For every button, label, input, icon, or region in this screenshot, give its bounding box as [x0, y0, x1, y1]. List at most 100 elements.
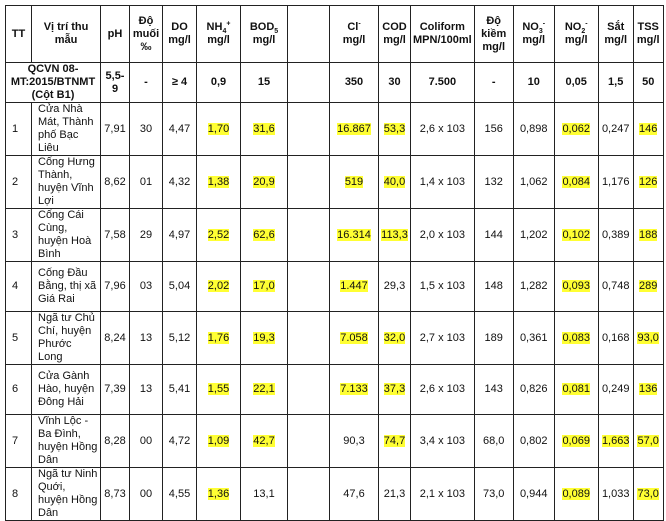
cell-value: 0,944 — [519, 487, 548, 500]
table-cell: 20,9 — [240, 155, 288, 209]
table-cell: 0,249 — [597, 364, 634, 415]
table-cell: 148 — [473, 261, 514, 312]
highlighted-value: 0,093 — [562, 280, 590, 292]
header-unit: mg/l — [636, 34, 660, 46]
table-cell: 21,3 — [378, 467, 411, 521]
header-unit: mg/l — [564, 34, 588, 46]
column-header: NO3- mg/l — [512, 5, 555, 63]
table-row: 8 Ngã tư Ninh Quới, huyện Hồng Dân 8,73 00 4… — [5, 467, 664, 521]
cell-value: 156 — [484, 122, 503, 135]
sampling-location: Ngã tư Ninh Quới, huyện Hồng Dân — [31, 467, 101, 521]
table-cell: 2,0 x 103 — [410, 208, 475, 262]
cell-value: 4,97 — [168, 228, 191, 241]
cell-value: 13 — [139, 331, 153, 344]
table-cell — [287, 155, 330, 209]
table-cell: 00 — [129, 414, 163, 468]
table-cell: 2,1 x 103 — [410, 467, 475, 521]
highlighted-value: 93,0 — [637, 331, 659, 344]
table-cell: 188 — [632, 208, 664, 262]
table-cell: 0,389 — [597, 208, 634, 262]
table-cell: 0,944 — [512, 467, 555, 521]
cell-value: 8,62 — [104, 175, 126, 188]
table-cell: 68,0 — [473, 414, 514, 468]
table-cell: 57,0 — [632, 414, 664, 468]
header-label: COD — [382, 21, 407, 33]
table-cell: 17,0 — [240, 261, 288, 312]
table-cell: 113,3 — [378, 208, 411, 262]
cell-value: 132 — [484, 175, 503, 188]
table-cell: 146 — [632, 102, 664, 156]
table-cell: 16.867 — [329, 102, 379, 156]
cell-value: 8,28 — [104, 434, 126, 447]
cell-value: 03 — [139, 280, 153, 292]
highlighted-value: 289 — [639, 280, 658, 292]
table-cell: 2,52 — [196, 208, 241, 262]
row-number: 8 — [5, 467, 32, 521]
cell-value: 1,062 — [519, 175, 548, 188]
table-cell: 31,6 — [240, 102, 288, 156]
highlighted-value: 73,0 — [637, 487, 659, 500]
header-label: Cl — [347, 21, 359, 33]
table-cell: 42,7 — [240, 414, 288, 468]
table-cell: 16.314 — [329, 208, 379, 262]
cell-value: 13 — [139, 383, 153, 395]
header-unit: mg/l — [522, 34, 546, 46]
standard-value: 30 — [378, 62, 411, 103]
column-header: NO2- mg/l — [553, 5, 599, 63]
table-cell — [287, 102, 330, 156]
cell-value: 7,96 — [104, 280, 126, 292]
cell-value: 00 — [139, 434, 153, 447]
table-row: 5 Ngã tư Chủ Chí, huyện Phước Long 8,24 13 5… — [5, 311, 664, 365]
table-row: 2 Cống Hưng Thành, huyện Vĩnh Lợi 8,62 01 4,… — [5, 155, 664, 209]
table-cell: 4,47 — [162, 102, 197, 156]
table-cell: 7,39 — [100, 364, 130, 415]
header-label: TT — [11, 27, 26, 40]
cell-value: 2,7 x 103 — [419, 331, 465, 344]
header-superscript: + — [226, 20, 231, 28]
highlighted-value: 1.447 — [340, 280, 368, 292]
table-cell: 03 — [129, 261, 163, 312]
highlighted-value: 20,9 — [253, 175, 275, 188]
table-cell — [287, 208, 330, 262]
header-unit: MPN/100ml — [413, 34, 472, 46]
table-cell: 136 — [632, 364, 664, 415]
header-subscript: 5 — [274, 28, 279, 36]
cell-value: 189 — [484, 331, 503, 344]
highlighted-value: 2,02 — [207, 280, 230, 292]
cell-value: 5,12 — [168, 331, 191, 344]
table-cell: 4,55 — [162, 467, 197, 521]
table-cell: 7,91 — [100, 102, 130, 156]
cell-value: 0,168 — [601, 331, 630, 344]
highlighted-value: 0,062 — [562, 122, 590, 135]
header-label: Coliform — [419, 21, 465, 33]
highlighted-value: 7.058 — [340, 331, 368, 344]
column-header: NH4+ mg/l — [196, 5, 241, 63]
cell-value: 8,73 — [104, 487, 126, 500]
sampling-location: Cửa Nhà Mát, Thành phố Bạc Liêu — [31, 102, 101, 156]
cell-value: 4,72 — [168, 434, 191, 447]
cell-value: 7,91 — [104, 122, 126, 135]
highlighted-value: 1,36 — [207, 487, 230, 500]
row-number: 7 — [5, 414, 32, 468]
cell-value: 143 — [484, 383, 503, 395]
standard-value: - — [473, 62, 514, 103]
cell-value: 30 — [139, 122, 153, 135]
table-cell: 13 — [129, 364, 163, 415]
table-cell: 0,084 — [553, 155, 599, 209]
cell-value: 0,748 — [601, 280, 630, 292]
table-cell: 0,083 — [553, 311, 599, 365]
cell-value: 0,389 — [601, 228, 630, 241]
sampling-location: Vĩnh Lộc - Ba Đình, huyện Hồng Dân — [31, 414, 101, 468]
header-label: pH — [107, 27, 123, 40]
header-label: Độ muối — [132, 14, 160, 40]
table-cell: 0,102 — [553, 208, 599, 262]
table-cell — [287, 364, 330, 415]
cell-value: 73,0 — [482, 487, 505, 500]
highlighted-value: 32,0 — [383, 331, 406, 344]
table-cell — [287, 414, 330, 468]
highlighted-value: 74,7 — [383, 434, 406, 447]
cell-value: 4,32 — [168, 175, 191, 188]
cell-value: 2,1 x 103 — [419, 487, 465, 500]
header-label: NO — [522, 21, 539, 33]
table-cell: 132 — [473, 155, 514, 209]
